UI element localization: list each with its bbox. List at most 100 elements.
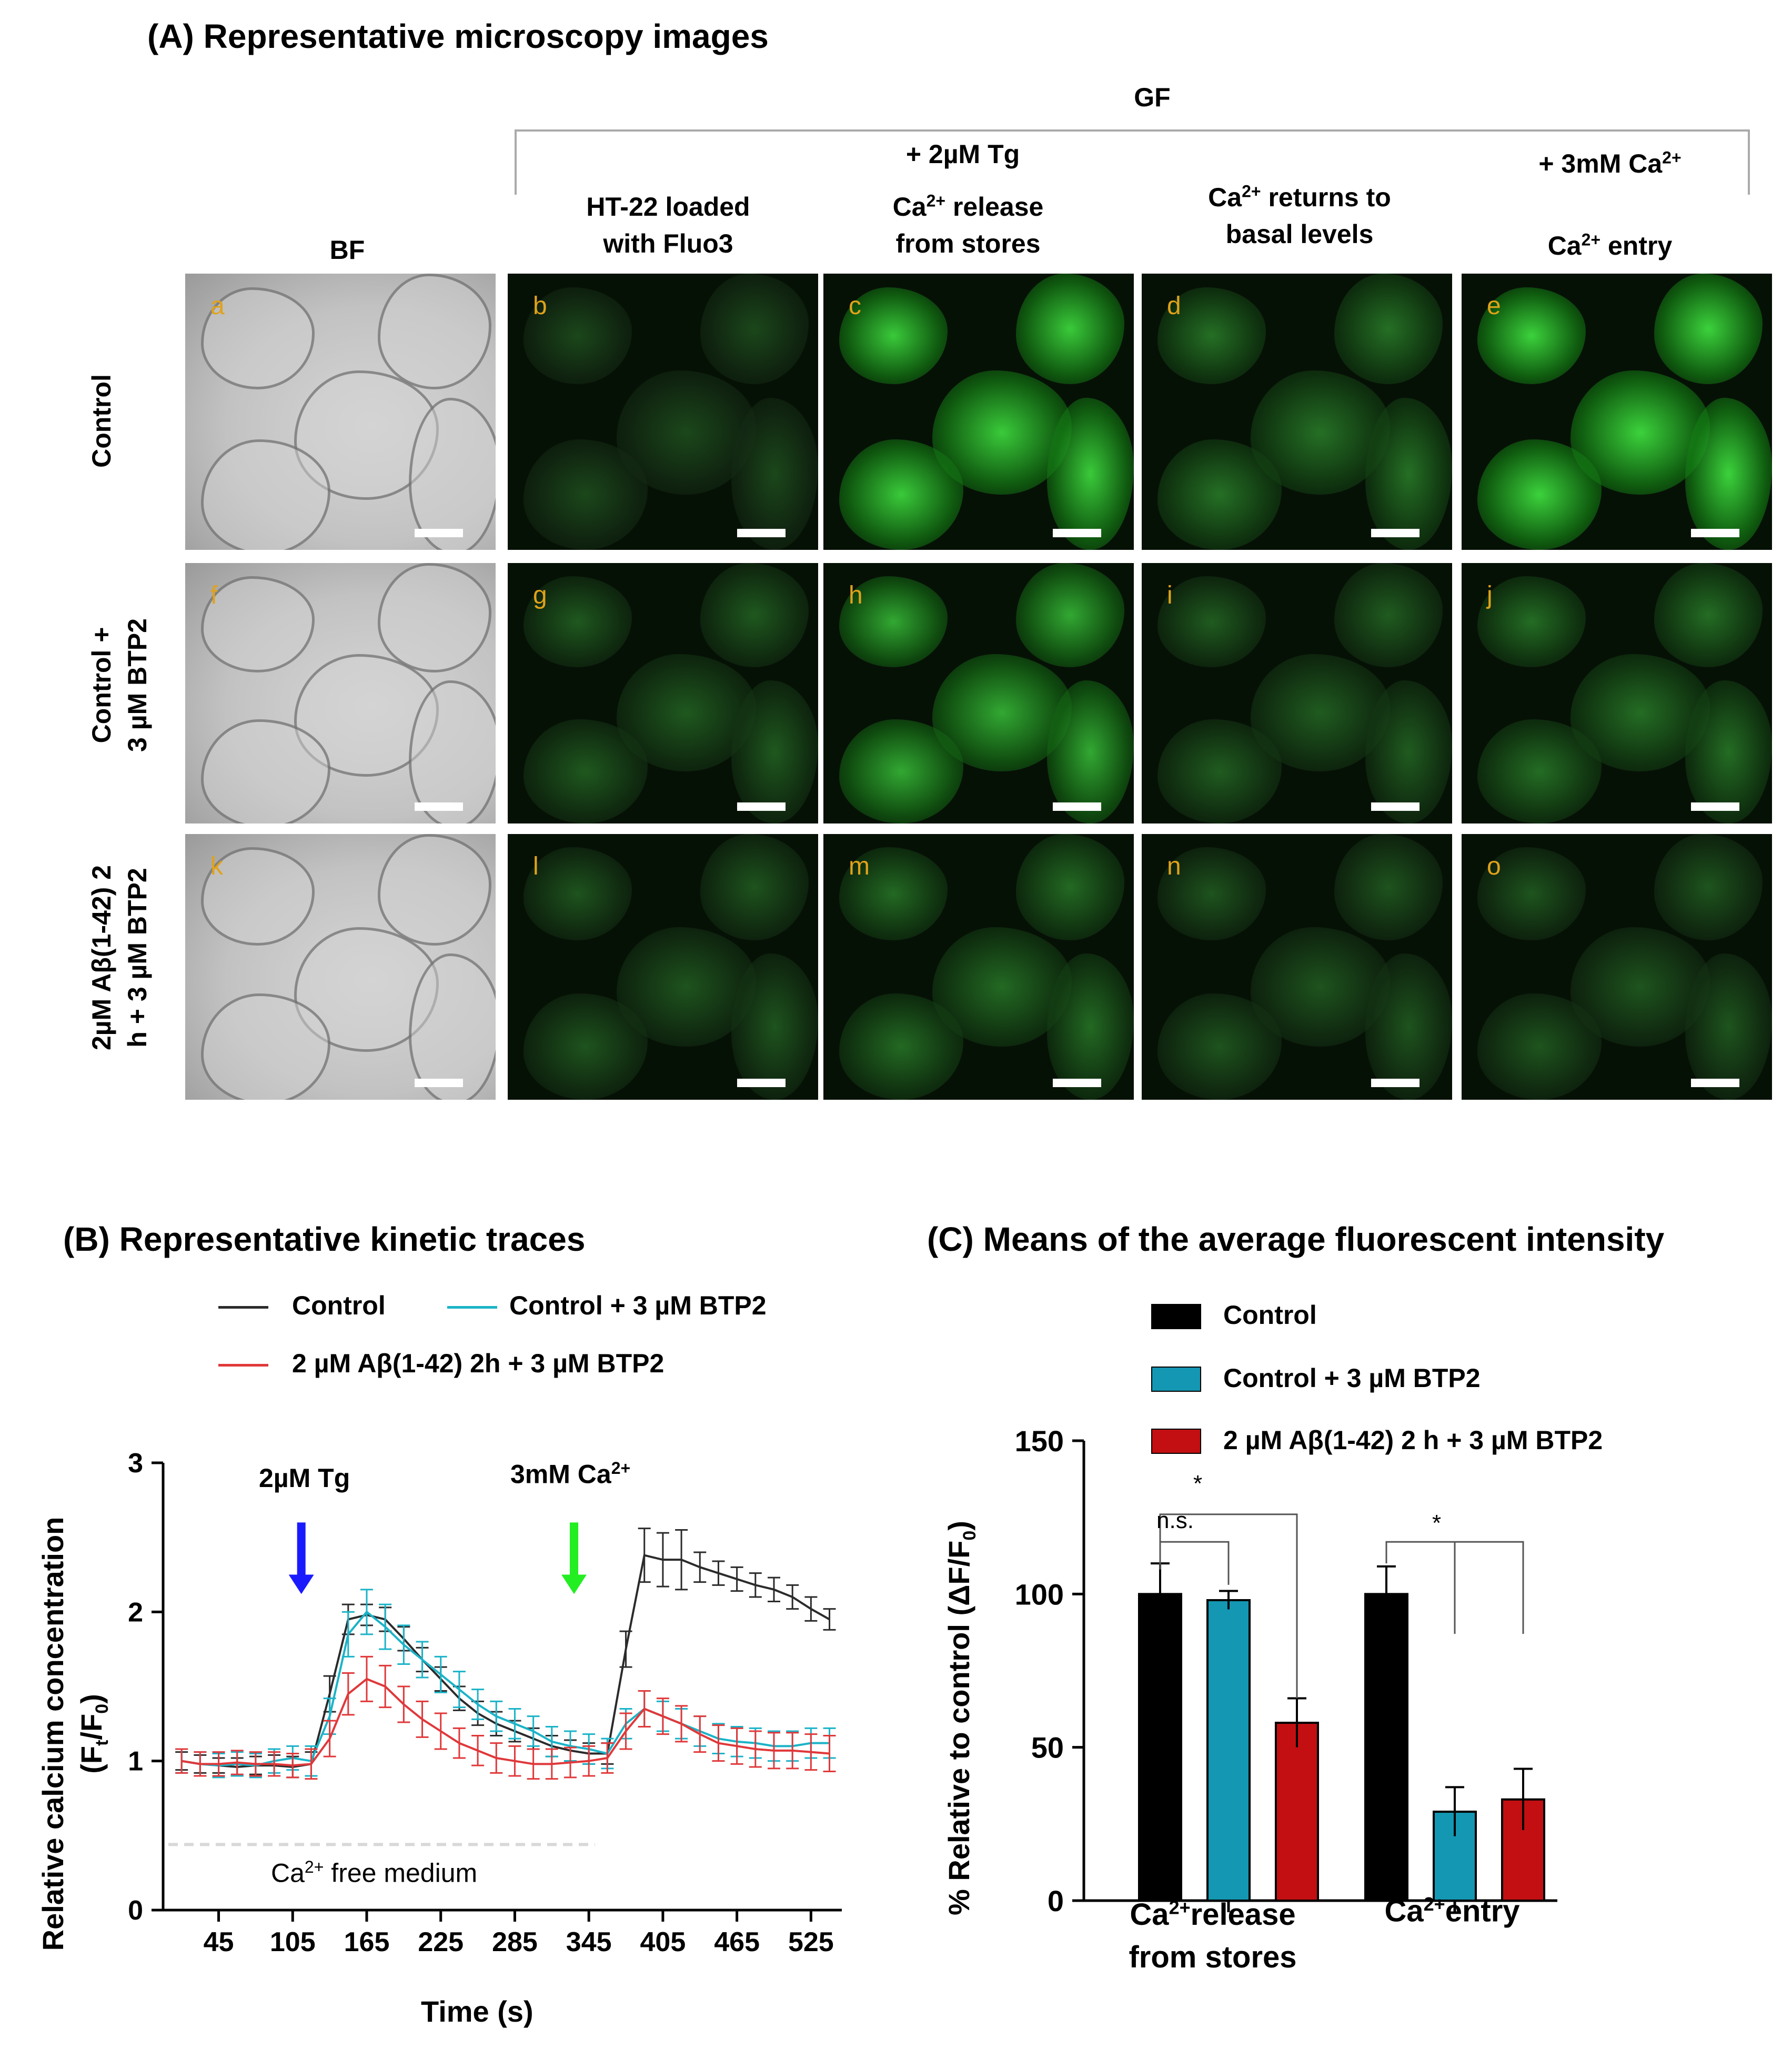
col-header-bf: BF xyxy=(329,235,365,265)
fluorescent-cell xyxy=(1015,274,1125,384)
fluorescent-cell xyxy=(1654,834,1763,940)
micrograph-panel-b: b xyxy=(508,274,818,550)
micrograph-panel-m: m xyxy=(823,834,1134,1100)
chart-c-category-entry: Ca2+entry xyxy=(1384,1893,1520,1929)
scale-bar xyxy=(1371,529,1419,537)
fluorescent-cell xyxy=(1365,398,1452,550)
fluorescent-cell xyxy=(1046,953,1134,1100)
chart-b-series-line-0 xyxy=(181,1554,830,1769)
bf-cell-outline xyxy=(408,953,496,1100)
chart-b-ytick-label: 3 xyxy=(128,1448,143,1479)
bf-cell-outline xyxy=(200,439,330,550)
legend-b-swatch-control xyxy=(218,1306,268,1309)
chart-b-ytick-label: 1 xyxy=(128,1746,143,1777)
chart-b-xtick-label: 525 xyxy=(788,1927,834,1957)
section-a-title: (A) Representative microscopy images xyxy=(147,17,769,55)
panel-letter-j: j xyxy=(1487,581,1493,609)
fluorescent-cell xyxy=(1046,398,1134,550)
fluorescent-cell xyxy=(700,274,809,384)
chart-b-arrow-ca xyxy=(561,1522,587,1594)
chart-b-arrow-tg-label: 2µM Tg xyxy=(259,1463,350,1493)
chart-c-ytick-label: 100 xyxy=(1015,1578,1064,1611)
chart-b-xtick-label: 225 xyxy=(418,1927,464,1957)
scale-bar xyxy=(415,529,463,537)
col-header-basal: Ca2+ returns to basal levels xyxy=(1208,182,1391,249)
chart-b-xtick-label: 345 xyxy=(566,1927,612,1957)
panel-letter-l: l xyxy=(533,852,539,880)
scale-bar xyxy=(737,802,786,811)
gf-bracket xyxy=(515,129,1750,195)
fluorescent-cell xyxy=(1685,398,1772,550)
scale-bar xyxy=(1053,802,1101,811)
bf-cell-outline xyxy=(377,274,492,389)
fluorescent-cell xyxy=(1015,563,1125,667)
chart-c-sig-ns: n.s. xyxy=(1156,1508,1194,1533)
micrograph-panel-f: f xyxy=(185,563,496,823)
scale-bar xyxy=(737,529,786,537)
legend-c-abeta: 2 µM Aβ(1-42) 2 h + 3 µM BTP2 xyxy=(1223,1425,1603,1455)
panel-letter-n: n xyxy=(1167,852,1181,880)
section-c-title: (C) Means of the average fluorescent int… xyxy=(927,1220,1665,1258)
fluorescent-cell xyxy=(1365,953,1452,1100)
panel-letter-a: a xyxy=(210,292,225,320)
fluorescent-cell xyxy=(839,719,963,823)
legend-b-abeta: 2 µM Aβ(1-42) 2h + 3 µM BTP2 xyxy=(292,1349,665,1378)
bf-cell-outline xyxy=(408,398,496,550)
chart-c-ytick-label: 150 xyxy=(1015,1424,1064,1458)
fluorescent-cell xyxy=(700,834,809,940)
panel-letter-c: c xyxy=(849,292,861,320)
fluorescent-cell xyxy=(839,576,948,667)
panel-letter-i: i xyxy=(1167,581,1173,609)
fluorescent-cell xyxy=(1334,834,1443,940)
fluorescent-cell xyxy=(1334,274,1443,384)
micrograph-panel-d: d xyxy=(1142,274,1452,550)
legend-b-btp2: Control + 3 µM BTP2 xyxy=(509,1291,767,1320)
micrograph-panel-h: h xyxy=(823,563,1134,823)
bf-cell-outline xyxy=(200,847,315,946)
chart-b-ytick-label: 0 xyxy=(128,1895,143,1926)
col-header-loaded: HT-22 loaded with Fluo3 xyxy=(586,192,750,258)
panel-letter-e: e xyxy=(1487,292,1501,320)
fluorescent-cell xyxy=(839,439,963,550)
fluorescent-cell xyxy=(1654,563,1763,667)
micrograph-panel-e: e xyxy=(1462,274,1772,550)
fluorescent-cell xyxy=(839,287,948,384)
micrograph-panel-k: k xyxy=(185,834,496,1100)
scale-bar xyxy=(1371,1079,1419,1087)
fluorescent-cell xyxy=(1157,847,1266,940)
panel-letter-h: h xyxy=(849,581,863,609)
legend-b-swatch-btp2 xyxy=(447,1306,497,1309)
micrograph-panel-c: c xyxy=(823,274,1134,550)
chart-b-xtick-label: 405 xyxy=(640,1927,686,1957)
scale-bar xyxy=(737,1079,786,1087)
chart-b-xlabel: Time (s) xyxy=(421,1995,533,2028)
chart-b-arrow-tg xyxy=(288,1522,314,1594)
fluorescent-cell xyxy=(731,680,818,823)
chart-b-arrow-ca-label: 3mM Ca2+ xyxy=(510,1459,631,1489)
chart-b-xtick-label: 465 xyxy=(714,1927,760,1957)
fluorescent-cell xyxy=(1157,287,1266,384)
fluorescent-cell xyxy=(1477,719,1602,823)
bf-cell-outline xyxy=(408,680,496,823)
micrograph-panel-o: o xyxy=(1462,834,1772,1100)
micrograph-panel-j: j xyxy=(1462,563,1772,823)
fluorescent-cell xyxy=(1157,576,1266,667)
legend-c-swatch-control xyxy=(1151,1304,1201,1329)
fluorescent-cell xyxy=(839,847,948,940)
scale-bar xyxy=(1691,1079,1739,1087)
fluorescent-cell xyxy=(700,563,809,667)
fluorescent-cell xyxy=(523,993,648,1100)
fluorescent-cell xyxy=(839,993,963,1100)
fluorescent-cell xyxy=(1685,953,1772,1100)
bf-cell-outline xyxy=(200,993,330,1100)
panel-letter-d: d xyxy=(1167,292,1181,320)
chart-b-series-line-2 xyxy=(181,1678,830,1767)
chart-c-bar-0-0 xyxy=(1138,1593,1182,1902)
legend-b-swatch-abeta xyxy=(218,1364,268,1367)
bf-cell-outline xyxy=(200,719,330,823)
bf-cell-outline xyxy=(200,287,315,389)
panel-letter-g: g xyxy=(533,581,547,609)
fluorescent-cell xyxy=(523,719,648,823)
micrograph-panel-l: l xyxy=(508,834,818,1100)
